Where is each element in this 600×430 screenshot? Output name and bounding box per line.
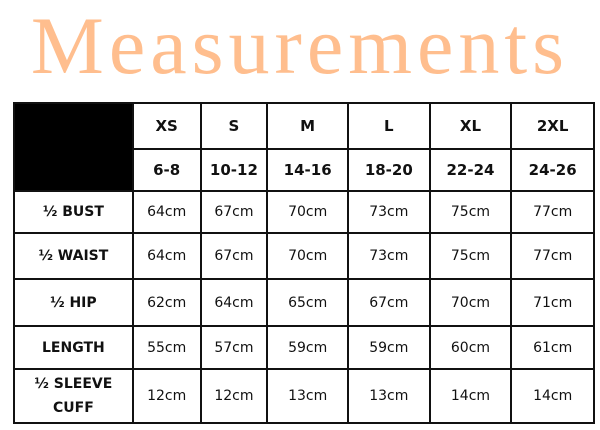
table-row: ½ SLEEVE CUFF 12cm 12cm 13cm 13cm 14cm 14cm [13, 368, 595, 424]
table-row: ½ WAIST 64cm 67cm 70cm 73cm 75cm 77cm [13, 232, 595, 280]
measurement-cell: 73cm [346, 232, 431, 280]
page-title: Measurements [30, 0, 570, 91]
measurement-cell: 14cm [428, 368, 513, 424]
row-label: ½ SLEEVE CUFF [13, 368, 134, 424]
measurement-cell: 13cm [266, 368, 349, 424]
size-header: M [266, 102, 349, 150]
measurement-cell: 57cm [199, 325, 269, 370]
measurement-cell: 70cm [266, 190, 349, 234]
size-range: 6-8 [131, 148, 202, 192]
measurement-cell: 12cm [131, 368, 202, 424]
measurement-cell: 70cm [266, 232, 349, 280]
measurement-cell: 75cm [428, 232, 513, 280]
measurement-cell: 64cm [131, 190, 202, 234]
measurement-cell: 75cm [428, 190, 513, 234]
measurement-cell: 12cm [199, 368, 269, 424]
measurement-cell: 13cm [346, 368, 431, 424]
size-header-row: XS S M L XL 2XL [13, 102, 595, 192]
size-range: 14-16 [266, 148, 349, 192]
size-header: S [199, 102, 269, 150]
size-chart-table: XS S M L XL 2XL 6-8 10-12 14-16 18-20 22… [13, 102, 595, 424]
size-header: L [346, 102, 431, 150]
measurement-cell: 67cm [346, 278, 431, 327]
size-range-row: 6-8 10-12 14-16 18-20 22-24 24-26 [14, 148, 595, 192]
measurement-cell: 77cm [510, 232, 595, 280]
measurement-cell: 59cm [266, 325, 349, 370]
corner-cell [13, 102, 134, 192]
measurement-cell: 14cm [510, 368, 595, 424]
table-row: LENGTH 55cm 57cm 59cm 59cm 60cm 61cm [13, 325, 595, 370]
measurement-cell: 64cm [131, 232, 202, 280]
measurement-cell: 61cm [510, 325, 595, 370]
size-range: 10-12 [199, 148, 269, 192]
measurement-cell: 77cm [510, 190, 595, 234]
measurement-cell: 65cm [266, 278, 349, 327]
measurement-cell: 67cm [199, 190, 269, 234]
table-row: ½ HIP 62cm 64cm 65cm 67cm 70cm 71cm [13, 278, 595, 327]
measurement-cell: 71cm [510, 278, 595, 327]
measurement-cell: 73cm [346, 190, 431, 234]
measurement-cell: 67cm [199, 232, 269, 280]
size-header: XL [428, 102, 513, 150]
row-label: LENGTH [13, 325, 134, 370]
size-range: 24-26 [510, 148, 595, 192]
measurement-cell: 60cm [428, 325, 513, 370]
measurement-cell: 70cm [428, 278, 513, 327]
measurement-cell: 55cm [131, 325, 202, 370]
measurement-cell: 62cm [131, 278, 202, 327]
size-header: XS [131, 102, 202, 150]
table-row: ½ BUST 64cm 67cm 70cm 73cm 75cm 77cm [13, 190, 595, 234]
measurement-cell: 64cm [199, 278, 269, 327]
row-label: ½ WAIST [13, 232, 134, 280]
size-range: 22-24 [428, 148, 513, 192]
size-header: 2XL [510, 102, 595, 150]
row-label: ½ HIP [13, 278, 134, 327]
size-range: 18-20 [346, 148, 431, 192]
measurement-cell: 59cm [346, 325, 431, 370]
row-label: ½ BUST [13, 190, 134, 234]
